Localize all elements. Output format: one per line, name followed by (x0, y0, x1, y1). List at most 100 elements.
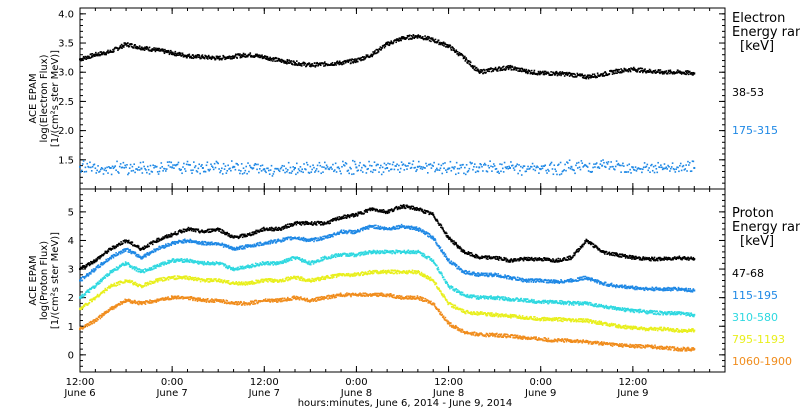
data-point (414, 36, 416, 39)
data-point (501, 69, 504, 72)
data-point (176, 240, 179, 243)
data-point (332, 235, 334, 238)
data-point (388, 41, 390, 44)
data-point (554, 71, 557, 74)
data-point (471, 254, 473, 257)
data-point (163, 246, 166, 249)
data-point (582, 166, 584, 168)
data-point (419, 35, 422, 38)
data-point (314, 171, 316, 173)
data-point (317, 170, 320, 173)
data-point (94, 167, 97, 170)
data-point (347, 60, 349, 62)
data-point (249, 166, 252, 169)
data-point (489, 256, 491, 259)
data-point (511, 66, 514, 68)
data-point (144, 47, 147, 50)
data-point (183, 240, 186, 242)
data-point (368, 226, 370, 228)
data-point (627, 70, 630, 73)
data-point (389, 43, 391, 45)
data-point (403, 205, 406, 208)
data-point (285, 225, 288, 228)
data-point (569, 72, 571, 75)
data-point (334, 162, 337, 165)
data-point (306, 238, 309, 241)
data-point (234, 55, 236, 58)
data-point (195, 55, 197, 58)
data-point (155, 47, 157, 50)
data-point (211, 57, 213, 59)
data-point (192, 54, 194, 56)
data-point (360, 211, 362, 213)
data-point (416, 228, 419, 231)
data-point (650, 257, 653, 260)
data-point (98, 255, 101, 258)
data-point (692, 256, 695, 259)
data-point (588, 162, 591, 165)
data-point (581, 162, 584, 164)
data-point (683, 257, 685, 259)
data-point (166, 50, 168, 52)
data-point (508, 165, 510, 168)
data-point (96, 169, 98, 172)
data-point (277, 59, 279, 62)
data-point (424, 35, 426, 37)
data-point (603, 284, 605, 286)
data-point (253, 243, 256, 246)
data-point (555, 259, 558, 262)
data-point (184, 229, 187, 231)
data-point (480, 257, 483, 259)
data-point (170, 53, 173, 56)
data-point (242, 233, 245, 236)
data-point (490, 165, 492, 168)
data-point (139, 161, 142, 164)
data-point (342, 215, 345, 218)
data-point (272, 173, 275, 175)
data-point (200, 57, 202, 60)
data-point (198, 163, 201, 166)
data-point (354, 215, 356, 217)
data-point (267, 167, 269, 170)
data-point (183, 55, 185, 58)
data-point (502, 275, 505, 278)
data-point (507, 275, 510, 277)
data-point (419, 207, 422, 210)
data-point (550, 161, 553, 164)
data-point (400, 161, 403, 163)
data-point (511, 164, 513, 167)
data-point (299, 166, 302, 168)
data-point (611, 165, 613, 168)
data-point (215, 242, 217, 244)
data-point (454, 166, 456, 168)
data-point (557, 281, 559, 283)
data-point (491, 274, 493, 277)
data-point (115, 245, 118, 248)
data-point (238, 235, 241, 238)
data-point (525, 71, 527, 74)
data-point (175, 164, 178, 166)
data-point (588, 277, 591, 280)
data-point (462, 250, 465, 253)
data-point (591, 242, 594, 245)
data-point (210, 228, 212, 230)
data-point (424, 211, 426, 214)
data-point (238, 236, 240, 239)
data-point (437, 244, 439, 247)
data-point (141, 46, 143, 49)
data-point (161, 238, 164, 240)
data-point (596, 72, 599, 75)
data-point (679, 72, 682, 74)
data-point (567, 162, 569, 164)
data-point (439, 167, 442, 170)
data-point (295, 63, 298, 65)
data-point (540, 280, 542, 283)
data-point (235, 249, 237, 251)
data-point (382, 211, 384, 213)
data-point (581, 245, 583, 247)
data-point (408, 225, 411, 228)
data-point (485, 256, 487, 258)
data-point (167, 243, 170, 245)
data-point (639, 67, 642, 69)
data-point (561, 259, 564, 262)
